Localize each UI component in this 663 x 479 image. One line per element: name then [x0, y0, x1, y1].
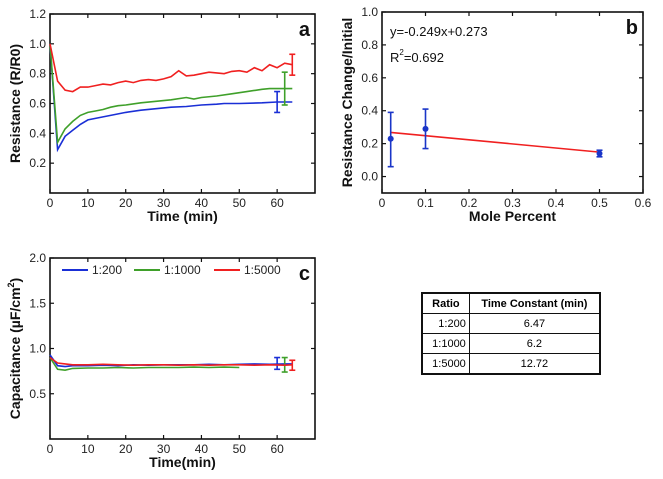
- x-tick-label: 0.6: [635, 196, 652, 210]
- x-tick-label: 30: [157, 196, 171, 210]
- legend-label: 1:5000: [244, 263, 281, 277]
- x-tick-label: 0.5: [591, 196, 608, 210]
- table-cell: 1:1000: [421, 333, 470, 354]
- table-cell: 6.2: [468, 333, 601, 354]
- x-tick-label: 0.2: [461, 196, 478, 210]
- x-tick-label: 0.4: [548, 196, 565, 210]
- time-constant-table: Ratio Time Constant (min) 1:200 6.47 1:1…: [421, 292, 601, 375]
- x-tick-label: 20: [119, 442, 133, 456]
- x-tick-label: 50: [233, 196, 247, 210]
- r-squared: R2=0.692: [390, 48, 444, 65]
- table-header: Time Constant (min): [468, 292, 601, 314]
- table-cell: 6.47: [468, 313, 601, 334]
- y-tick-label: 0.4: [361, 104, 378, 118]
- series-line-1-200: [49, 43, 293, 153]
- y-tick-label: 0.8: [361, 38, 378, 52]
- panel-b: 0 0.1 0.2 0.3 0.4 0.5 0.6 0.0 0.2 0.4 0.6 0.8 1.0 Mol…: [339, 5, 652, 224]
- y-axis-label: Resistance (R/R0): [7, 44, 23, 163]
- y-axis-label: Resistance Change/Initial: [339, 18, 355, 188]
- x-tick-label: 10: [81, 442, 95, 456]
- x-tick-label: 20: [119, 196, 133, 210]
- x-tick-label: 40: [195, 196, 209, 210]
- x-tick-label: 40: [195, 442, 209, 456]
- table-row: 1:200 6.47: [421, 313, 601, 334]
- legend: 1:200 1:1000 1:5000: [62, 263, 281, 277]
- plot-frame: [49, 257, 316, 440]
- y-tick-label: 1.0: [29, 37, 46, 51]
- panel-label: c: [299, 263, 310, 285]
- panel-a: 0 10 20 30 40 50 60 0.2 0.4 0.6 0.8 1.0 1.2 Time (min…: [7, 7, 316, 224]
- table-cell: 1:200: [421, 313, 470, 334]
- y-tick-label: 0.2: [29, 156, 46, 170]
- series-line-1-1000: [49, 43, 293, 145]
- legend-label: 1:200: [92, 263, 122, 277]
- y-tick-label: 0.0: [361, 170, 378, 184]
- panel-label: b: [626, 17, 638, 39]
- table-cell: 12.72: [468, 353, 601, 375]
- r-squared-sup: 2: [399, 48, 404, 57]
- x-tick-label: 60: [270, 196, 284, 210]
- fit-equation: y=-0.249x+0.273: [390, 24, 488, 39]
- y-tick-label: 1.5: [29, 296, 46, 310]
- legend-label: 1:1000: [164, 263, 201, 277]
- panel-c: 0 10 20 30 40 50 60 0.5 1.0 1.5 2.0 Time(min) Capaci…: [6, 251, 316, 470]
- y-tick-label: 0.6: [29, 97, 46, 111]
- plot-frame: [49, 13, 316, 194]
- table-row: 1:5000 12.72: [421, 353, 601, 375]
- x-axis-label: Mole Percent: [469, 208, 556, 224]
- y-axis-label-sup: 2: [6, 282, 16, 287]
- series-line-1-5000: [49, 356, 293, 367]
- data-point: [422, 125, 429, 132]
- data-point: [596, 150, 603, 157]
- series-line-1-5000: [49, 43, 293, 93]
- x-tick-label: 10: [81, 196, 95, 210]
- table-header-row: Ratio Time Constant (min): [421, 292, 601, 314]
- y-axis-label: Capacitance (µF/cm2): [6, 278, 23, 419]
- x-tick-label: 30: [157, 442, 171, 456]
- y-tick-label: 0.8: [29, 67, 46, 81]
- table-cell: 1:5000: [421, 353, 470, 375]
- x-tick-label: 0.1: [417, 196, 434, 210]
- x-tick-label: 0: [47, 442, 54, 456]
- table-row: 1:1000 6.2: [421, 333, 601, 354]
- x-axis-label: Time(min): [149, 454, 216, 470]
- y-tick-label: 0.4: [29, 126, 46, 140]
- data-point: [387, 135, 394, 142]
- y-tick-label: 1.0: [29, 342, 46, 356]
- y-axis-label-close: ): [7, 278, 23, 283]
- y-tick-label: 1.0: [361, 5, 378, 19]
- y-tick-label: 0.5: [29, 387, 46, 401]
- y-tick-label: 2.0: [29, 251, 46, 265]
- x-axis-label: Time (min): [147, 208, 218, 224]
- y-tick-label: 0.6: [361, 71, 378, 85]
- x-tick-label: 0: [47, 196, 54, 210]
- panel-label: a: [299, 19, 311, 41]
- x-tick-label: 0: [379, 196, 386, 210]
- table-header: Ratio: [421, 292, 470, 314]
- x-tick-label: 0.3: [504, 196, 521, 210]
- plot-frame: [381, 11, 644, 194]
- x-tick-label: 50: [233, 442, 247, 456]
- x-tick-label: 60: [270, 442, 284, 456]
- r-squared-value: =0.692: [404, 50, 444, 65]
- y-tick-label: 0.2: [361, 137, 378, 151]
- fit-line: [390, 131, 600, 153]
- y-tick-label: 1.2: [29, 7, 46, 21]
- series-line-1-1000: [49, 357, 240, 372]
